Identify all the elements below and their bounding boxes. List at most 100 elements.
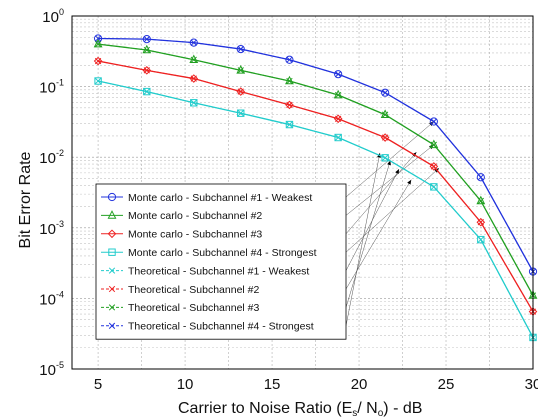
data-point bbox=[477, 235, 485, 244]
legend-entry: Monte carlo - Subchannel #3 bbox=[101, 229, 262, 241]
y-tick-label: 100 bbox=[42, 7, 64, 26]
data-point bbox=[381, 154, 389, 161]
data-point bbox=[334, 133, 342, 142]
data-point bbox=[108, 322, 116, 329]
data-point bbox=[107, 210, 117, 219]
series-line bbox=[98, 43, 534, 296]
data-point bbox=[236, 44, 245, 54]
data-point bbox=[93, 38, 103, 48]
data-point bbox=[189, 54, 199, 64]
data-point bbox=[237, 110, 244, 117]
legend-entry: Theoretical - Subchannel #1 - Weakest bbox=[101, 265, 309, 277]
pointer-line bbox=[345, 151, 417, 234]
data-point bbox=[143, 88, 150, 95]
data-point bbox=[93, 56, 103, 66]
data-point bbox=[143, 35, 150, 43]
data-point bbox=[286, 101, 293, 109]
series-5 bbox=[94, 77, 537, 341]
data-point bbox=[285, 100, 294, 110]
data-point bbox=[429, 117, 438, 126]
data-point bbox=[143, 46, 150, 54]
data-point bbox=[285, 120, 294, 129]
data-point bbox=[430, 183, 437, 191]
data-point bbox=[190, 39, 197, 46]
data-point bbox=[237, 109, 245, 117]
legend-entry: Monte carlo - Subchannel #1 - Weakest bbox=[101, 192, 312, 204]
data-point bbox=[430, 163, 437, 170]
data-point bbox=[143, 87, 151, 96]
series-layer bbox=[93, 34, 538, 342]
data-point bbox=[107, 229, 117, 239]
data-point bbox=[107, 192, 117, 202]
data-point bbox=[476, 195, 486, 205]
data-point bbox=[94, 77, 102, 85]
series-line bbox=[98, 60, 534, 312]
x-axis-label: Carrier to Noise Ratio (Es/ No) - dB bbox=[178, 400, 422, 418]
data-point bbox=[143, 67, 150, 74]
series-7 bbox=[94, 40, 537, 299]
data-point bbox=[477, 236, 484, 243]
data-point bbox=[286, 77, 293, 85]
legend-entry: Theoretical - Subchannel #2 bbox=[101, 284, 259, 296]
data-point bbox=[381, 134, 389, 141]
y-tick-label: 10-4 bbox=[39, 289, 64, 308]
pointer-arrowhead bbox=[387, 160, 391, 166]
y-axis-label: Bit Error Rate bbox=[17, 151, 34, 248]
data-point bbox=[108, 267, 116, 274]
pointer-line bbox=[345, 167, 440, 253]
data-point bbox=[94, 57, 102, 65]
data-point bbox=[286, 56, 293, 63]
data-point bbox=[334, 70, 343, 79]
data-point bbox=[430, 118, 437, 125]
x-tick-label: 20 bbox=[351, 376, 368, 393]
legend-label: Monte carlo - Subchannel #2 bbox=[128, 210, 262, 222]
series-line bbox=[98, 38, 534, 272]
data-point bbox=[335, 91, 342, 99]
legend-box bbox=[95, 183, 347, 340]
data-point bbox=[108, 285, 116, 293]
legend-label: Theoretical - Subchannel #4 - Strongest bbox=[128, 321, 314, 333]
data-point bbox=[237, 88, 244, 95]
data-point bbox=[476, 173, 485, 182]
legend-entry: Monte carlo - Subchannel #2 bbox=[101, 210, 262, 222]
legend-pointer-arrows bbox=[345, 121, 440, 326]
legend-label: Theoretical - Subchannel #1 - Weakest bbox=[128, 265, 309, 277]
data-point bbox=[237, 67, 244, 74]
x-tick-label: 5 bbox=[94, 376, 102, 393]
y-tick-labels: 100 10-1 10-2 10-3 10-4 10-5 bbox=[39, 7, 64, 379]
data-point bbox=[430, 141, 437, 148]
legend-label: Monte carlo - Subchannel #3 bbox=[128, 229, 262, 241]
data-point bbox=[381, 111, 389, 118]
data-point bbox=[190, 99, 198, 107]
pointer-line bbox=[345, 121, 435, 198]
y-tick-label: 10-2 bbox=[39, 148, 64, 167]
x-tick-label: 10 bbox=[177, 376, 194, 393]
pointer-line bbox=[345, 160, 391, 308]
data-point bbox=[335, 134, 342, 141]
legend: Monte carlo - Subchannel #1 - Weakest Mon… bbox=[95, 183, 347, 340]
data-point bbox=[381, 88, 390, 97]
data-point bbox=[476, 217, 486, 227]
data-point bbox=[381, 154, 389, 162]
data-point bbox=[477, 219, 484, 226]
data-point bbox=[94, 35, 102, 42]
x-tick-label: 15 bbox=[264, 376, 281, 393]
legend-entry: Monte carlo - Subchannel #4 - Strongest bbox=[101, 247, 317, 259]
data-point bbox=[477, 174, 484, 181]
data-point bbox=[142, 44, 152, 54]
data-point bbox=[286, 121, 293, 128]
legend-entry: Theoretical - Subchannel #4 - Strongest bbox=[101, 321, 314, 333]
data-point bbox=[94, 40, 102, 48]
x-tick-label: 25 bbox=[438, 376, 455, 393]
data-point bbox=[477, 197, 484, 205]
x-tick-labels: 5 10 15 20 25 30 bbox=[94, 376, 538, 393]
legend-label: Theoretical - Subchannel #2 bbox=[128, 284, 259, 296]
series-8 bbox=[94, 35, 537, 275]
x-tick-label: 30 bbox=[525, 376, 538, 393]
data-point bbox=[285, 55, 294, 64]
data-point bbox=[429, 139, 439, 149]
data-point bbox=[430, 183, 438, 191]
y-tick-label: 10-1 bbox=[39, 78, 64, 97]
y-tick-label: 10-5 bbox=[39, 360, 64, 379]
data-point bbox=[190, 56, 197, 63]
